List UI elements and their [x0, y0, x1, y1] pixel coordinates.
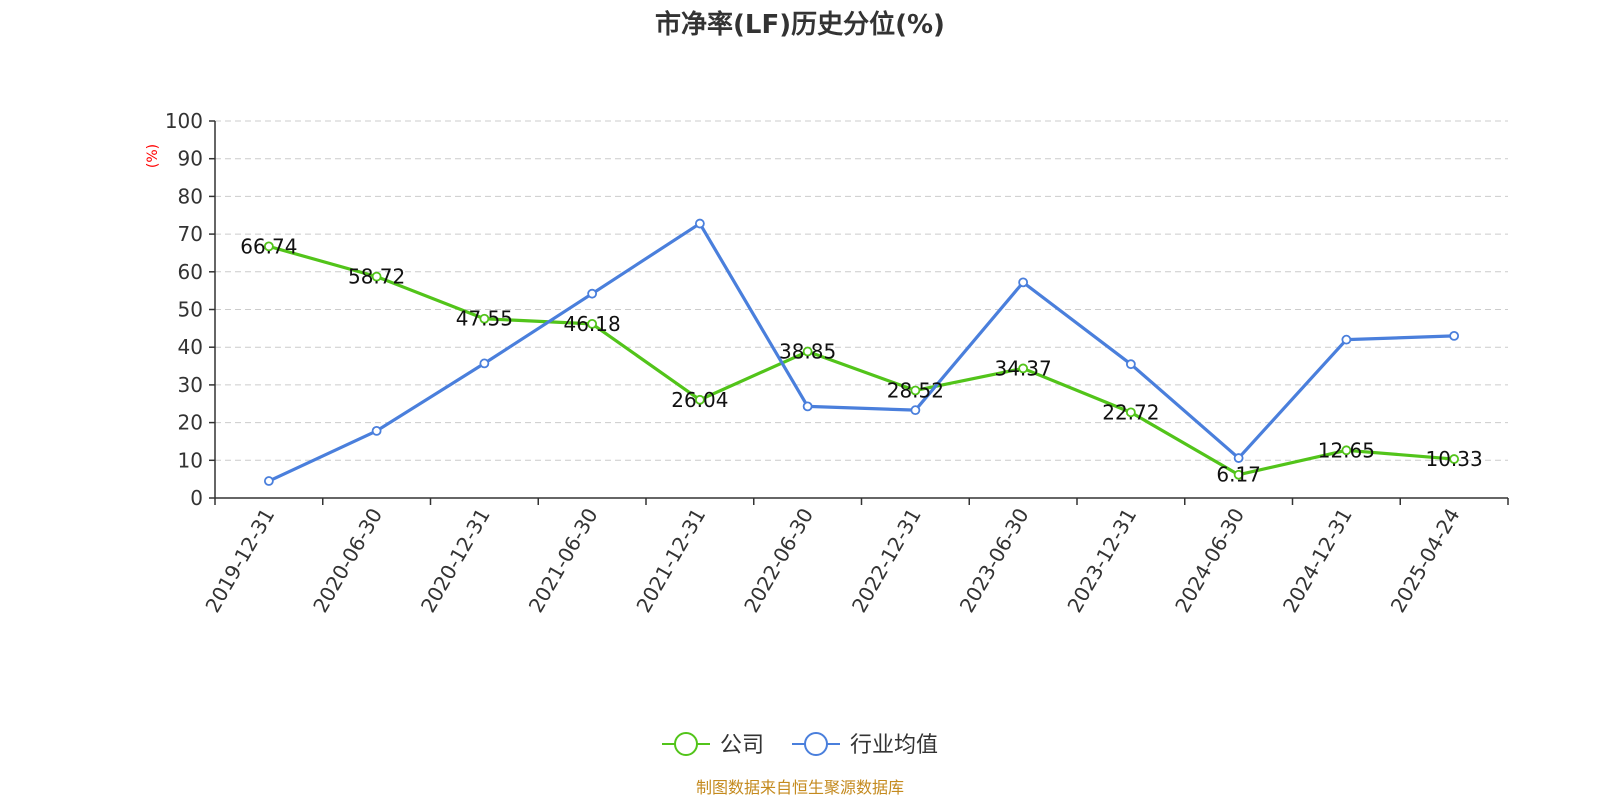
x-tick-label: 2024-06-30	[1170, 504, 1249, 617]
data-label: 47.55	[456, 307, 513, 331]
data-point	[263, 241, 274, 252]
x-tick-label: 2019-12-31	[200, 504, 279, 617]
data-label: 12.65	[1318, 438, 1375, 462]
x-tick-label: 2024-12-31	[1278, 504, 1357, 617]
y-tick-label: 100	[165, 109, 203, 133]
y-tick-label: 80	[178, 184, 203, 208]
data-point	[1233, 453, 1244, 463]
legend-label: 行业均值	[850, 733, 938, 758]
data-point	[802, 401, 813, 412]
data-point	[587, 319, 598, 329]
y-tick-label: 10	[178, 448, 203, 472]
legend-label: 公司	[720, 733, 764, 758]
data-label: 26.04	[671, 388, 728, 412]
data-point	[479, 313, 490, 324]
x-tick-label: 2023-06-30	[955, 504, 1034, 617]
x-tick-label: 2022-12-31	[847, 504, 926, 617]
data-label: 38.85	[779, 340, 836, 364]
data-point	[1449, 330, 1460, 341]
y-tick-label: 50	[178, 298, 203, 322]
series-line	[268, 221, 1455, 483]
x-tick-label: 2020-06-30	[308, 504, 387, 617]
data-point	[587, 288, 598, 299]
data-point	[1018, 277, 1029, 288]
y-tick-label: 90	[178, 147, 203, 171]
data-label: 58.72	[348, 265, 405, 289]
grid-lines	[215, 120, 1508, 461]
data-point	[263, 476, 274, 486]
y-tick-label: 30	[178, 373, 203, 397]
x-tick-label: 2021-06-30	[524, 504, 603, 617]
data-label: 46.18	[563, 312, 620, 336]
data-point	[371, 425, 382, 436]
data-point	[910, 385, 921, 396]
x-tick-label: 2020-12-31	[416, 504, 495, 617]
data-point	[910, 405, 921, 416]
data-label: 6.17	[1216, 463, 1261, 487]
data-label: 10.33	[1425, 447, 1482, 471]
legend-marker	[804, 732, 828, 756]
x-tick-label: 2022-06-30	[739, 504, 818, 617]
data-label: 22.72	[1102, 400, 1159, 424]
y-tick-label: 40	[178, 335, 203, 359]
data-labels: 66.74 58.72 47.55 46.18 26.04 38.85 28.52 34.37…	[240, 234, 1483, 486]
data-point	[1341, 445, 1352, 456]
data-point	[1233, 469, 1244, 480]
y-tick-label: 70	[178, 222, 203, 246]
y-tick-label: 60	[178, 260, 203, 284]
source-note: 制图数据来自恒生聚源数据库	[696, 778, 904, 797]
legend: 公司 行业均值	[662, 732, 938, 758]
series-group	[263, 218, 1460, 486]
x-tick-label: 2021-12-31	[631, 504, 710, 617]
series-line	[268, 244, 1455, 477]
y-tick-label: 20	[178, 411, 203, 435]
data-point	[1125, 359, 1136, 370]
data-point	[694, 394, 705, 405]
data-point	[1018, 363, 1029, 374]
y-axis-unit-label: (%)	[145, 144, 161, 168]
legend-marker	[674, 732, 698, 756]
y-tick-label: 0	[190, 486, 203, 510]
x-tick-label: 2023-12-31	[1062, 504, 1141, 617]
chart-title: 市净率(LF)历史分位(%)	[655, 9, 945, 40]
data-label: 34.37	[994, 356, 1051, 380]
data-point	[1125, 407, 1136, 418]
data-point	[371, 271, 382, 282]
x-tick-label: 2025-04-24	[1386, 504, 1465, 617]
data-label: 66.74	[240, 234, 297, 258]
data-point	[694, 218, 705, 229]
data-point	[1341, 334, 1352, 345]
data-point	[1449, 454, 1460, 464]
data-point	[479, 358, 490, 369]
data-label: 28.52	[887, 378, 944, 402]
data-point	[802, 346, 813, 357]
